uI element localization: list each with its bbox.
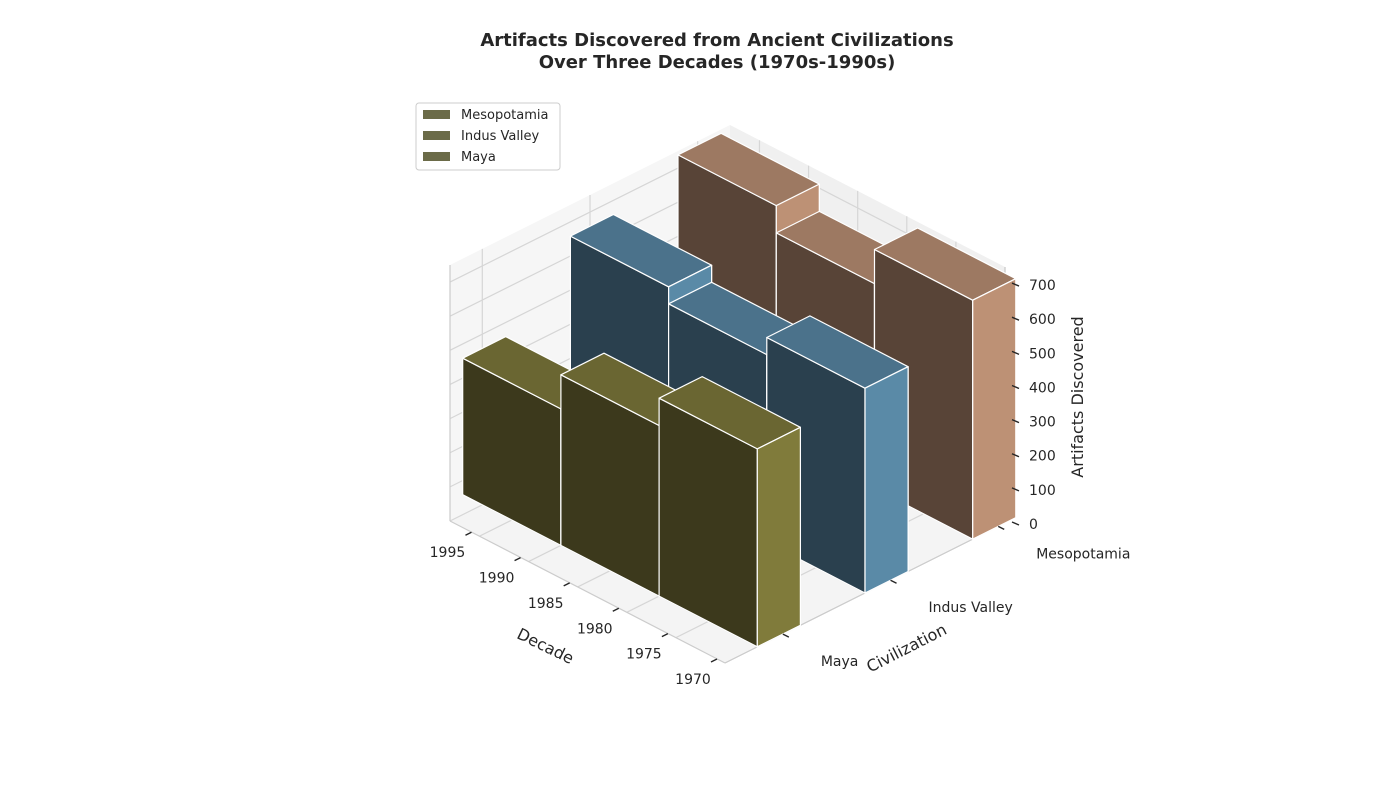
bar-face-side-light <box>864 366 909 594</box>
legend-swatch-mesopotamia <box>423 110 450 119</box>
bar-face-side-light <box>972 278 1017 540</box>
x-axis-label: Decade <box>514 624 577 668</box>
z-tick-mark-700 <box>1011 282 1020 287</box>
z-tick-label-0: 0 <box>1029 517 1038 533</box>
z-tick-mark-200 <box>1011 453 1020 458</box>
bar-mesopotamia-1970s <box>873 227 1017 540</box>
x-tick-mark-1995 <box>465 531 472 536</box>
z-tick-label-700: 700 <box>1029 278 1056 294</box>
z-tick-mark-500 <box>1011 350 1020 355</box>
x-tick-mark-1985 <box>563 582 570 587</box>
legend-label-indus-valley: Indus Valley <box>461 129 540 144</box>
x-tick-mark-1980 <box>612 607 620 612</box>
x-tick-label-1995: 1995 <box>430 545 466 561</box>
z-tick-mark-300 <box>1011 418 1020 424</box>
z-axis-label: Artifacts Discovered <box>1068 316 1087 477</box>
y-tick-mark-indus-valley <box>890 579 897 584</box>
z-tick-label-600: 600 <box>1029 312 1056 328</box>
bar-face-side-light <box>756 426 802 648</box>
legend-swatch-maya <box>423 152 450 161</box>
x-tick-mark-1975 <box>661 633 669 638</box>
bars <box>462 132 1017 648</box>
z-tick-mark-0 <box>1011 521 1020 526</box>
x-tick-label-1975: 1975 <box>626 647 662 663</box>
chart-title-line-2: Over Three Decades (1970s-1990s) <box>539 52 896 73</box>
x-tick-label-1985: 1985 <box>528 596 564 612</box>
z-tick-mark-100 <box>1011 487 1020 492</box>
y-tick-label-maya: Maya <box>821 654 859 670</box>
bar-maya-1970s <box>658 376 802 648</box>
ticks: 1970 1975 1980 1985 1990 1995 Maya Indus Valley… <box>430 278 1131 688</box>
axis-edge-0 <box>449 520 726 664</box>
x-tick-mark-1970 <box>710 658 718 663</box>
y-axis-label: Civilization <box>863 620 949 677</box>
z-tick-label-200: 200 <box>1029 449 1056 465</box>
z-tick-label-300: 300 <box>1029 415 1056 431</box>
x-tick-label-1980: 1980 <box>577 621 613 637</box>
legend: Mesopotamia Indus Valley Maya <box>415 102 561 171</box>
x-tick-label-1990: 1990 <box>479 571 515 587</box>
y-tick-label-indus-valley: Indus Valley <box>929 600 1013 616</box>
legend-label-maya: Maya <box>461 150 496 165</box>
legend-swatch-indus-valley <box>423 131 450 140</box>
x-tick-mark-1990 <box>514 556 521 562</box>
z-tick-label-400: 400 <box>1029 380 1056 396</box>
x-tick-label-1970: 1970 <box>675 672 711 688</box>
legend-box <box>415 102 561 171</box>
y-tick-mark-mesopotamia <box>997 525 1005 531</box>
z-tick-mark-600 <box>1011 316 1020 321</box>
y-tick-mark-maya <box>782 633 790 638</box>
bar-indus-valley-1970s <box>766 315 909 594</box>
z-tick-label-100: 100 <box>1029 483 1056 499</box>
y-tick-label-mesopotamia: Mesopotamia <box>1036 546 1130 562</box>
chart-title-line-1: Artifacts Discovered from Ancient Civili… <box>480 30 953 51</box>
z-tick-label-500: 500 <box>1029 346 1056 362</box>
z-tick-mark-400 <box>1011 384 1020 390</box>
legend-label-mesopotamia: Mesopotamia <box>461 108 548 123</box>
